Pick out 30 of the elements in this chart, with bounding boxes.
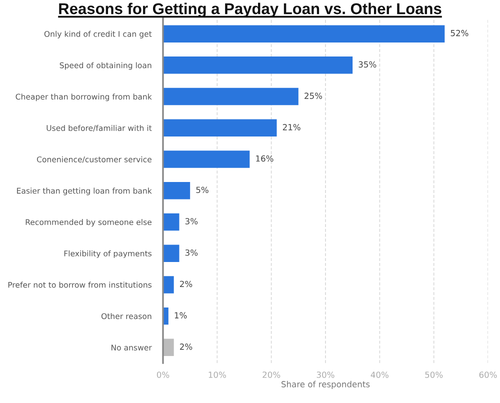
chart-title: Reasons for Getting a Payday Loan vs. Other Loans [59, 2, 442, 18]
x-tick-label: 30% [316, 372, 334, 378]
data-label: 3% [185, 249, 198, 256]
data-label: 3% [185, 218, 198, 224]
x-tick-label: 50% [425, 372, 443, 378]
data-label: 35% [358, 61, 376, 68]
x-tick-label: 10% [208, 372, 226, 378]
x-tick-label: 0% [156, 372, 170, 378]
bar [163, 338, 174, 356]
bar [163, 56, 353, 74]
x-tick-label: 60% [479, 372, 497, 378]
bar [163, 25, 445, 42]
data-label: 52% [450, 30, 468, 36]
bar [163, 276, 174, 294]
x-axis-title: Share of respondents [282, 380, 370, 389]
data-label: 25% [304, 92, 322, 99]
bar [163, 88, 298, 106]
data-label: 16% [256, 155, 274, 162]
bar [163, 182, 190, 200]
data-label: 5% [196, 186, 208, 194]
bar [163, 119, 277, 137]
data-label: 2% [180, 280, 192, 288]
data-label: 2% [180, 344, 192, 350]
bar [163, 244, 180, 262]
data-label: 21% [282, 124, 300, 130]
bar [163, 150, 250, 168]
data-label: 1% [174, 312, 187, 318]
x-tick-label: 40% [370, 372, 388, 378]
bar [163, 213, 180, 231]
x-tick-label: 20% [262, 372, 280, 378]
